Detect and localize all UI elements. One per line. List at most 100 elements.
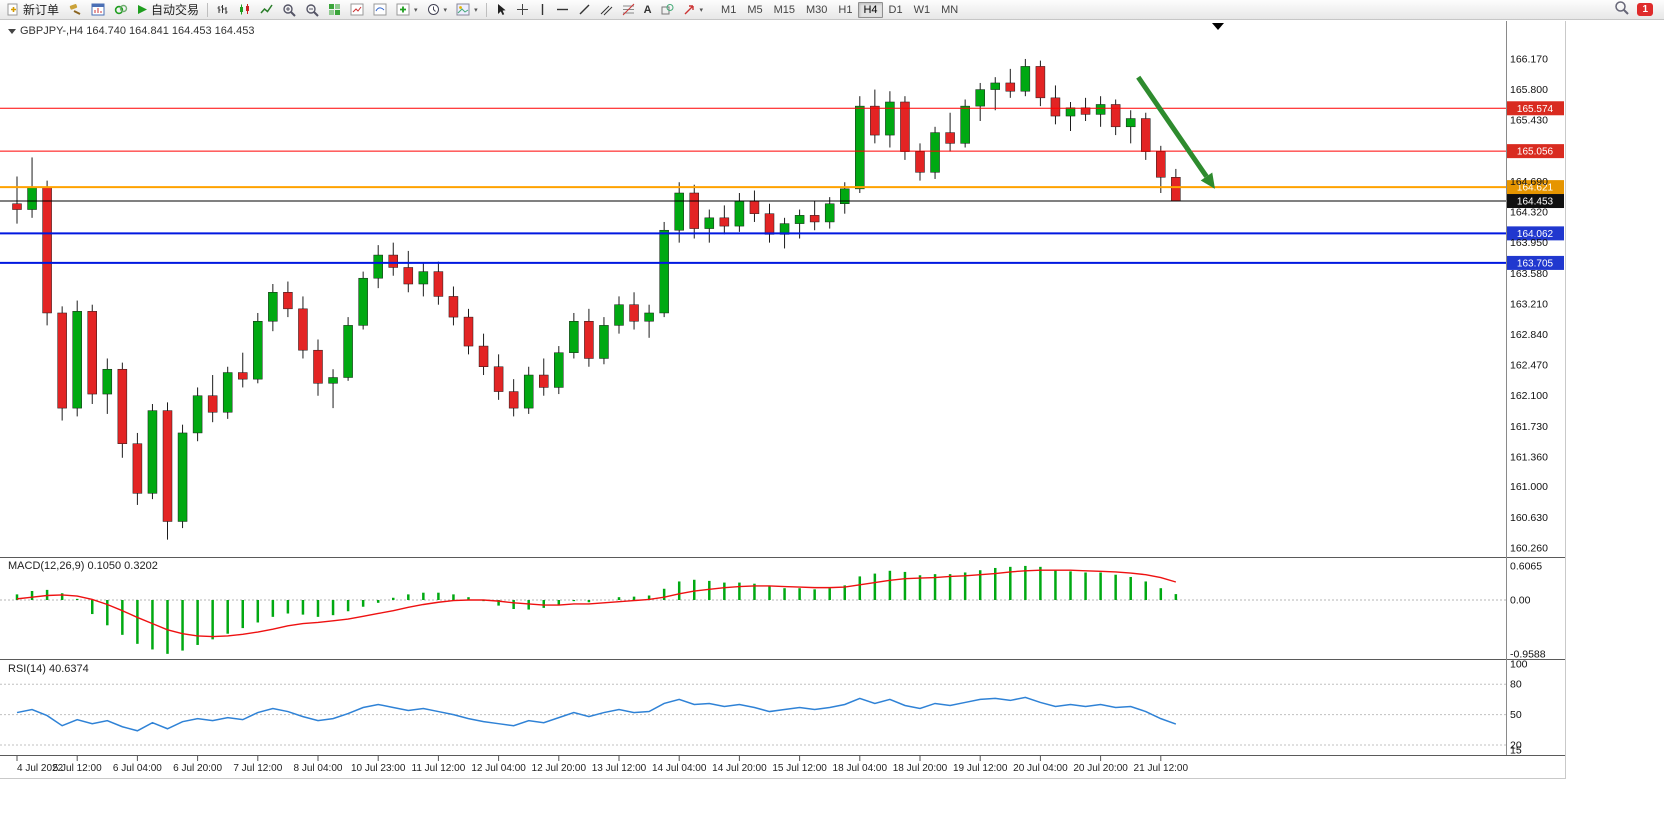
candle-body [1141,118,1151,152]
candlestick-chart-icon [238,3,251,16]
timeframe-M1[interactable]: M1 [721,3,737,16]
timeframe-M5[interactable]: M5 [747,3,763,16]
price-axis-label: 161.000 [1510,481,1548,493]
market-watch-button[interactable] [110,1,132,18]
timeframe-D1[interactable]: D1 [888,3,903,16]
candle-body [870,105,880,136]
candle-body [809,215,820,223]
line-chart-button[interactable] [256,1,277,18]
candle-body [569,320,579,353]
time-axis-label: 21 Jul 12:00 [1134,763,1189,774]
price-axis-label: 163.580 [1510,268,1548,280]
text-tool-button[interactable]: A [640,1,656,18]
candle-body [629,304,639,322]
auto-trading-button[interactable]: 自动交易 [133,1,203,18]
price-axis-badge-text: 163.705 [1517,258,1554,269]
time-axis-label: 19 Jul 12:00 [953,763,1008,774]
rsi-axis-label: 15 [1510,745,1522,757]
time-axis-label: 12 Jul 04:00 [471,763,526,774]
search-icon[interactable] [1614,0,1630,20]
channel-tool-button[interactable] [596,1,617,18]
candle-body [27,186,37,210]
candle-body [72,311,82,409]
candle-body [478,345,489,368]
price-axis-badge-text: 164.453 [1517,197,1554,208]
price-axis-label: 165.800 [1510,84,1548,96]
price-axis-label: 165.430 [1510,115,1548,127]
time-axis-label: 5 Jul 12:00 [53,763,102,774]
collapse-icon[interactable] [8,28,16,34]
bars-chart-button[interactable] [212,1,233,18]
indicator-list-button[interactable] [369,1,391,18]
candle-body [915,151,925,173]
horizontal-line-icon [556,5,569,14]
candlestick-chart-button[interactable] [234,1,255,18]
candle-body [719,217,730,227]
notification-badge[interactable]: 1 [1637,3,1653,16]
candle-body [162,410,173,522]
new-order-button[interactable]: 新订单 [3,1,63,18]
bars-chart-icon [216,3,229,16]
timeframe-W1[interactable]: W1 [913,3,931,16]
timeframe-H4[interactable]: H4 [858,1,883,18]
time-axis-label: 7 Jul 12:00 [233,763,282,774]
gavel-button[interactable] [64,1,86,18]
toolbar: 新订单 自动交易 A M1 M5 M15 M30 H1 H4 D1 W1 MN [0,0,1664,20]
timeframe-MN[interactable]: MN [941,3,959,16]
arrows-tool-button[interactable] [679,1,708,18]
price-axis-badge [1507,194,1564,209]
periods-button[interactable] [423,1,452,18]
zoom-out-button[interactable] [301,1,323,18]
candle-body [207,395,218,413]
cursor-tool-button[interactable] [491,1,511,18]
price-axis-badge [1507,255,1564,270]
price-axis-badge-text: 164.621 [1517,183,1554,194]
timeframe-toolbar: M1 M5 M15 M30 H1 H4 D1 W1 MN [716,1,963,18]
template-button[interactable] [452,1,482,18]
candle-body [554,352,564,388]
indicators-icon [350,3,364,16]
price-axis-badge [1507,101,1564,116]
price-axis-label: 162.470 [1510,360,1548,372]
candle-body [1110,104,1121,128]
price-axis-badge-text: 165.574 [1517,104,1554,115]
market-watch-icon [114,3,128,16]
time-axis-label: 20 Jul 04:00 [1013,763,1068,774]
vertical-line-tool-button[interactable] [534,1,551,18]
zoom-out-icon [305,3,319,17]
tile-windows-button[interactable] [324,1,345,18]
candle-body [1125,118,1136,128]
zoom-in-button[interactable] [278,1,300,18]
trendline-tool-button[interactable] [574,1,595,18]
chart-title: GBPJPY-,H4 164.740 164.841 164.453 164.4… [8,25,254,37]
candle-body [298,308,308,351]
candle-body [960,105,970,144]
indicators-button[interactable] [346,1,368,18]
rsi-axis-label: 20 [1510,739,1522,751]
candle-body [990,82,1000,90]
time-axis-label: 4 Jul 2022 [17,763,64,774]
crosshair-tool-button[interactable] [512,1,533,18]
price-axis-badge-text: 165.056 [1517,147,1554,158]
macd-axis-label: -0.9588 [1510,648,1546,660]
candle-body [644,312,654,322]
timeframe-M30[interactable]: M30 [806,3,828,16]
new-order-label: 新订单 [23,3,60,17]
candle-body [508,391,519,409]
timeframe-M15[interactable]: M15 [773,3,796,16]
toolbar-separator [207,2,209,17]
timeframe-H1[interactable]: H1 [838,3,853,16]
shapes-tool-button[interactable] [657,1,678,18]
candle-body [599,325,609,359]
add-indicator-button[interactable] [392,1,422,18]
time-axis-label: 11 Jul 12:00 [412,763,466,774]
candle-body [87,311,97,395]
chart-window-button[interactable] [87,1,109,18]
horizontal-line-tool-button[interactable] [552,1,573,18]
fibonacci-tool-button[interactable] [618,1,639,18]
candle-body [12,203,22,210]
price-chart[interactable]: 165.574 165.056 164.621 164.453 164.062 163.7… [0,0,1664,800]
time-axis-label: 10 Jul 23:00 [351,763,406,774]
candle-body [418,271,429,285]
